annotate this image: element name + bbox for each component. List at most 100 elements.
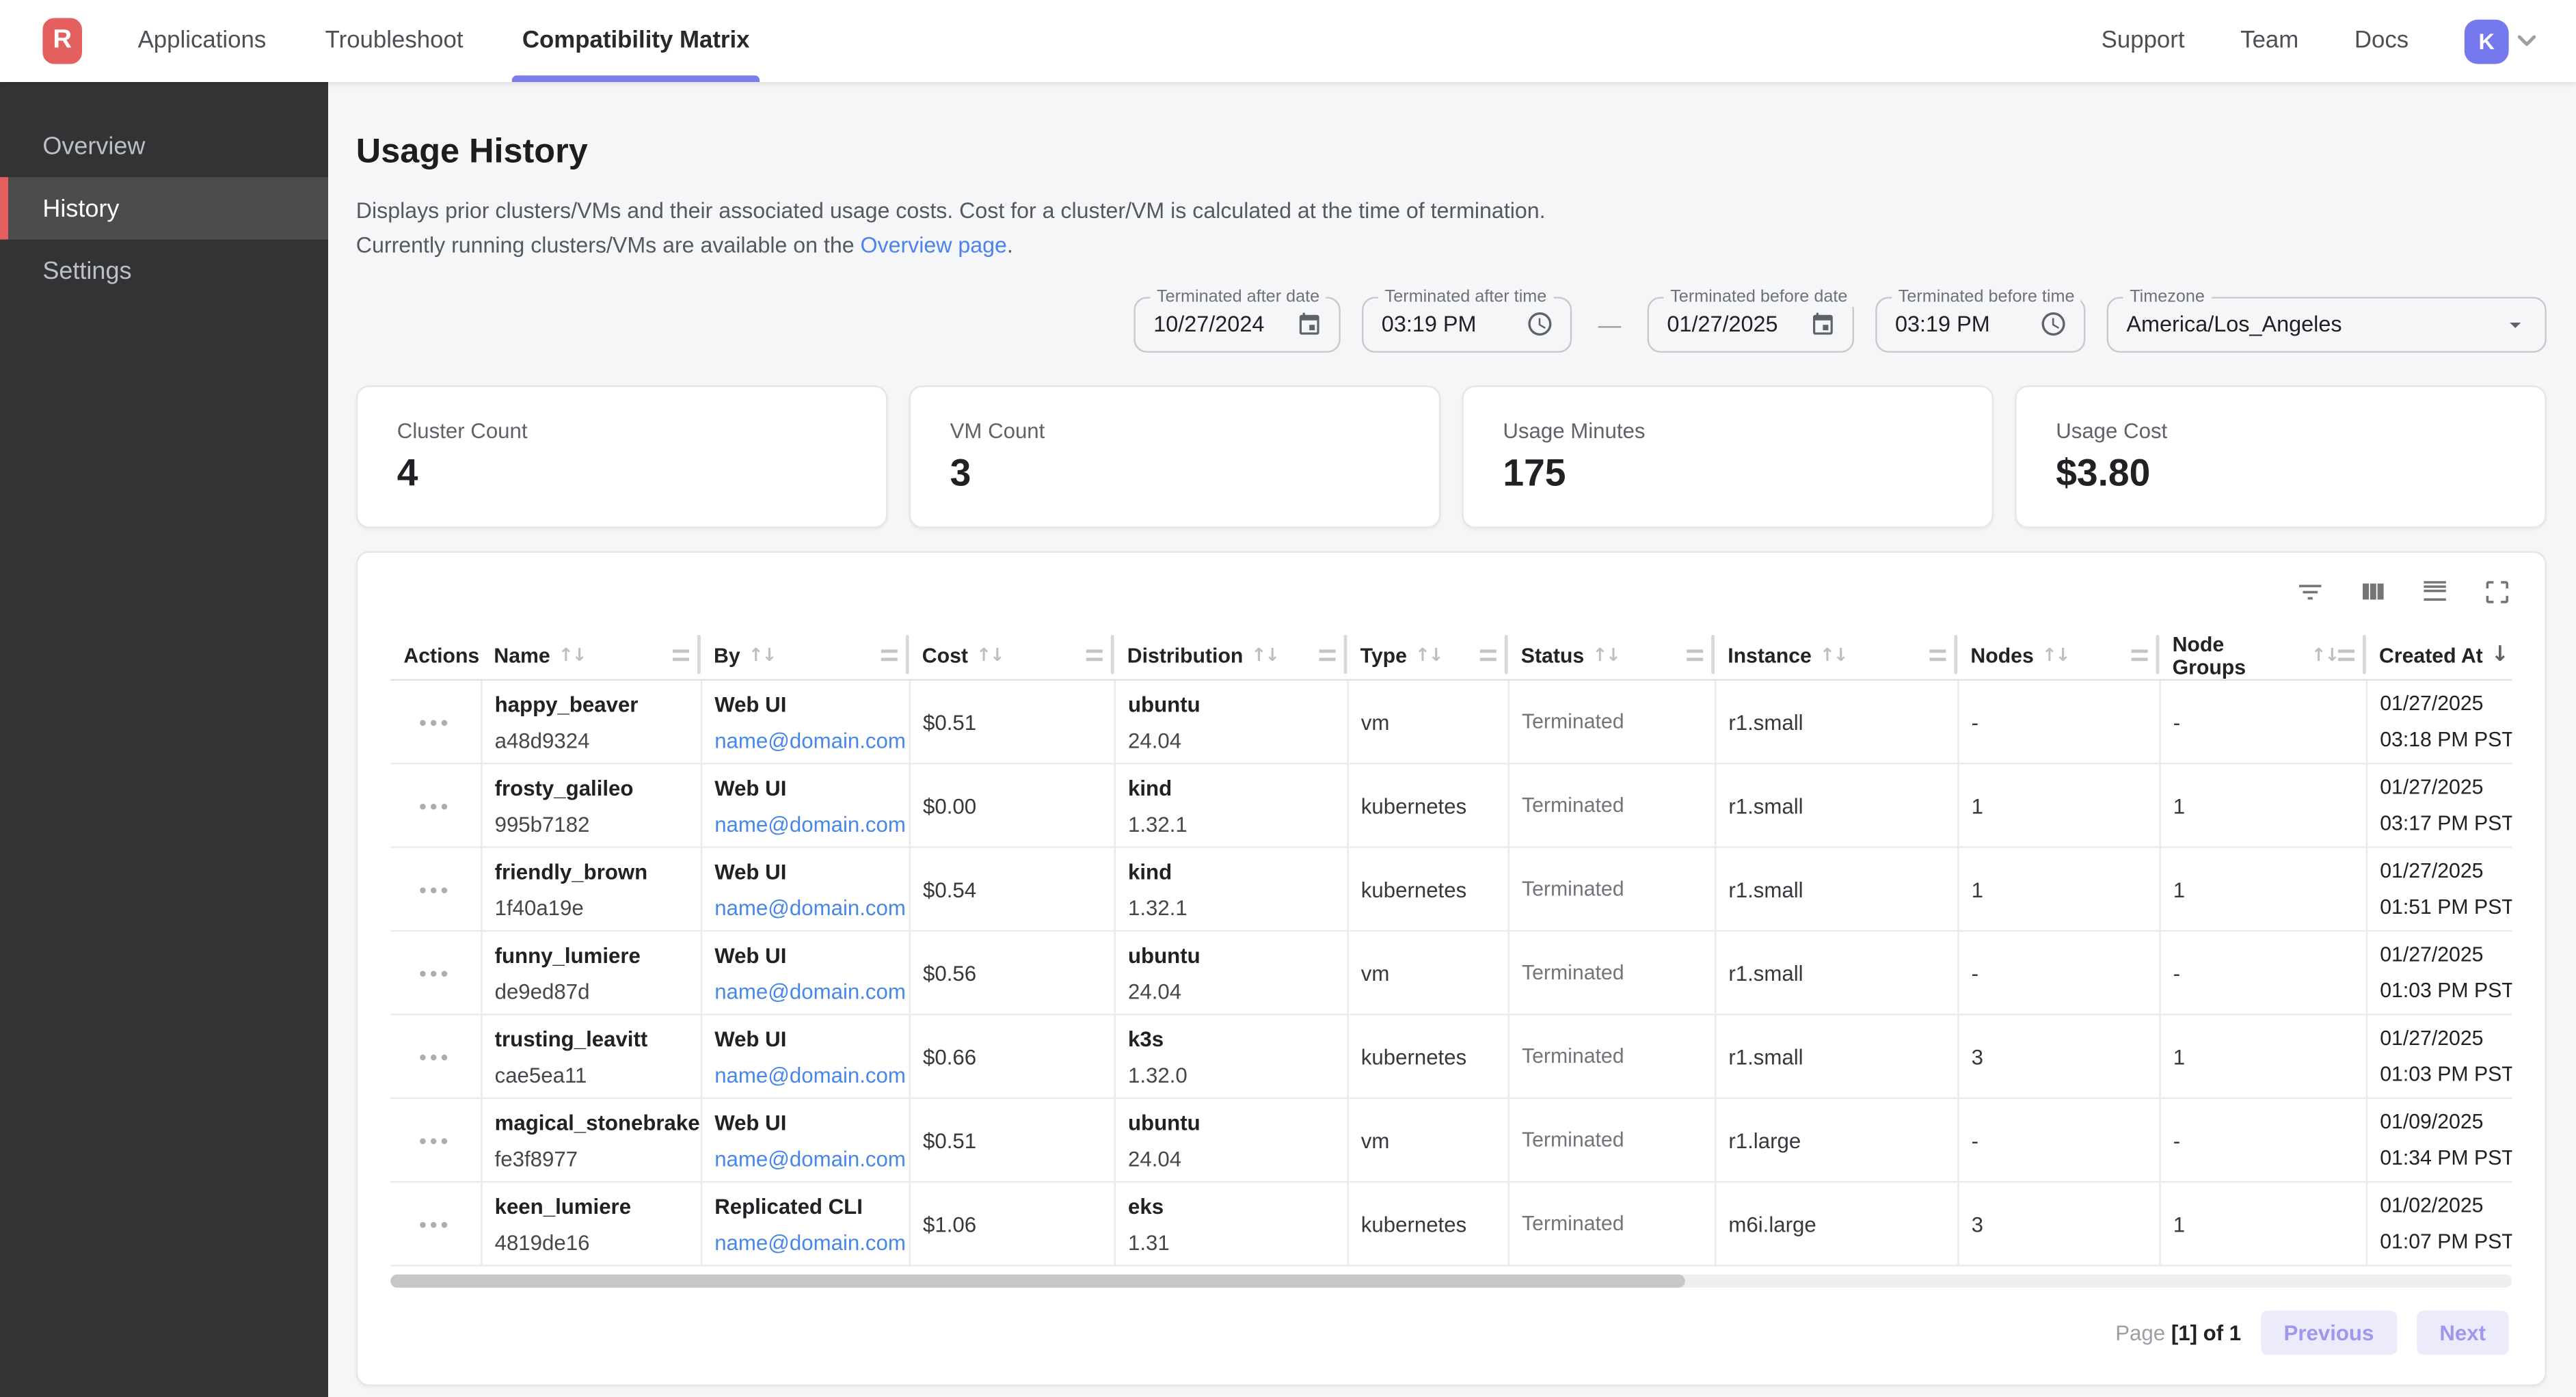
column-header-name[interactable]: Name ↑↓ — [481, 631, 701, 681]
cluster-name: magical_stonebraker — [494, 1110, 701, 1135]
created-by-email-link[interactable]: name@domain.com — [714, 1062, 906, 1087]
created-by-source: Web UI — [714, 692, 787, 717]
row-actions-button[interactable]: ••• — [410, 791, 461, 822]
terminated-after-time-field[interactable]: Terminated after time 03:19 PM — [1362, 286, 1572, 353]
cell-instance: m6i.large — [1715, 1182, 1959, 1267]
created-by-email-link[interactable]: name@domain.com — [714, 728, 906, 753]
sidebar-item-settings[interactable]: Settings — [42, 256, 132, 285]
column-drag-handle[interactable] — [673, 649, 690, 662]
column-header-created-at[interactable]: Created At ↓ — [2365, 631, 2512, 681]
caret-down-icon[interactable] — [2502, 312, 2528, 338]
clock-icon[interactable] — [1526, 311, 1554, 339]
column-header-node-groups[interactable]: Node Groups ↑↓ — [2159, 631, 2366, 681]
calendar-icon[interactable] — [1810, 312, 1836, 338]
created-date: 01/27/2025 — [2380, 692, 2484, 716]
column-drag-handle[interactable] — [2338, 649, 2355, 662]
row-actions-button[interactable]: ••• — [410, 958, 461, 989]
column-drag-handle[interactable] — [2131, 649, 2148, 662]
column-drag-handle[interactable] — [1687, 649, 1704, 662]
column-header-distribution[interactable]: Distribution ↑↓ — [1114, 631, 1347, 681]
column-header-nodes[interactable]: Nodes ↑↓ — [1957, 631, 2160, 681]
column-drag-handle[interactable] — [881, 649, 898, 662]
sidebar-item-history[interactable]: History — [0, 177, 329, 240]
replicated-logo[interactable]: R — [42, 18, 83, 64]
sort-arrows-icon[interactable]: ↑↓ — [1592, 645, 1621, 666]
row-actions-button[interactable]: ••• — [410, 1042, 461, 1073]
sort-arrows-icon[interactable]: ↑↓ — [558, 645, 587, 666]
sidebar-item-overview[interactable]: Overview — [42, 132, 146, 161]
sort-desc-icon[interactable]: ↓ — [2491, 643, 2509, 668]
clock-icon[interactable] — [2039, 311, 2067, 339]
cell-distribution: kind 1.32.1 — [1114, 764, 1348, 849]
sort-arrows-icon[interactable]: ↑↓ — [976, 645, 1005, 666]
column-header-cost[interactable]: Cost ↑↓ — [909, 631, 1114, 681]
account-menu[interactable]: K — [2464, 18, 2537, 64]
column-header-status[interactable]: Status ↑↓ — [1507, 631, 1715, 681]
avatar[interactable]: K — [2464, 18, 2509, 64]
distribution-name: ubuntu — [1128, 942, 1200, 968]
filter-icon[interactable] — [2296, 578, 2325, 607]
field-label: Terminated before time — [1892, 286, 2082, 307]
created-by-email-link[interactable]: name@domain.com — [714, 895, 906, 921]
created-time: 01:51 PM PST — [2380, 895, 2512, 919]
cell-distribution: ubuntu 24.04 — [1114, 931, 1348, 1016]
nav-link-support[interactable]: Support — [2101, 27, 2185, 55]
column-label: Cost — [922, 644, 968, 667]
row-actions-button[interactable]: ••• — [410, 707, 461, 738]
previous-page-button[interactable]: Previous — [2260, 1311, 2397, 1356]
stat-value: 3 — [950, 450, 971, 494]
row-actions-button[interactable]: ••• — [410, 1209, 461, 1240]
column-header-instance[interactable]: Instance ↑↓ — [1715, 631, 1958, 681]
nav-link-docs[interactable]: Docs — [2354, 27, 2409, 55]
created-date: 01/27/2025 — [2380, 942, 2484, 966]
page-label: Page — [2115, 1320, 2166, 1346]
field-label: Timezone — [2123, 286, 2212, 307]
nav-tab-applications[interactable]: Applications — [137, 27, 267, 55]
timezone-select[interactable]: Timezone America/Los_Angeles — [2106, 286, 2547, 353]
sort-arrows-icon[interactable]: ↑↓ — [2311, 645, 2340, 666]
created-time: 01:34 PM PST — [2380, 1146, 2512, 1169]
stat-card-usage-cost: Usage Cost $3.80 — [2015, 385, 2547, 528]
terminated-after-date-field[interactable]: Terminated after date 10/27/2024 — [1133, 286, 1341, 353]
cell-by: Web UI name@domain.com — [700, 680, 910, 765]
created-by-email-link[interactable]: name@domain.com — [714, 979, 906, 1004]
created-time: 01:03 PM PST — [2380, 1062, 2512, 1086]
nav-tab-compatibility-matrix[interactable]: Compatibility Matrix — [512, 0, 759, 83]
created-time: 01:07 PM PST — [2380, 1230, 2512, 1253]
field-value: 03:19 PM — [1381, 312, 1477, 337]
fullscreen-icon[interactable] — [2482, 578, 2512, 607]
created-by-email-link[interactable]: name@domain.com — [714, 811, 906, 837]
terminated-before-time-field[interactable]: Terminated before time 03:19 PM — [1875, 286, 2086, 353]
column-drag-handle[interactable] — [1086, 649, 1103, 662]
field-label: Terminated after time — [1378, 286, 1553, 307]
column-drag-handle[interactable] — [1479, 649, 1497, 662]
next-page-button[interactable]: Next — [2416, 1311, 2509, 1356]
horizontal-scrollbar — [390, 1275, 2512, 1288]
row-actions-button[interactable]: ••• — [410, 874, 461, 906]
column-header-by[interactable]: By ↑↓ — [700, 631, 909, 681]
sort-arrows-icon[interactable]: ↑↓ — [1414, 645, 1444, 666]
cluster-name: keen_lumiere — [494, 1193, 632, 1219]
overview-page-link[interactable]: Overview page — [860, 233, 1007, 258]
sort-arrows-icon[interactable]: ↑↓ — [748, 645, 777, 666]
calendar-icon[interactable] — [1296, 312, 1322, 338]
row-actions-button[interactable]: ••• — [410, 1125, 461, 1156]
stat-card-vm-count: VM Count 3 — [909, 385, 1441, 528]
created-by-email-link[interactable]: name@domain.com — [714, 1230, 906, 1255]
cluster-id: fe3f8977 — [494, 1146, 578, 1171]
sort-arrows-icon[interactable]: ↑↓ — [2041, 645, 2071, 666]
column-label: Instance — [1728, 644, 1812, 667]
created-by-email-link[interactable]: name@domain.com — [714, 1146, 906, 1171]
sort-arrows-icon[interactable]: ↑↓ — [1251, 645, 1280, 666]
nav-link-team[interactable]: Team — [2240, 27, 2299, 55]
scrollbar-thumb[interactable] — [390, 1275, 1685, 1288]
column-header-type[interactable]: Type ↑↓ — [1347, 631, 1508, 681]
density-icon[interactable] — [2420, 578, 2450, 607]
column-drag-handle[interactable] — [1319, 649, 1336, 662]
column-drag-handle[interactable] — [1929, 649, 1946, 662]
columns-icon[interactable] — [2358, 578, 2387, 607]
sort-arrows-icon[interactable]: ↑↓ — [1819, 645, 1849, 666]
nav-tab-troubleshoot[interactable]: Troubleshoot — [325, 27, 464, 55]
chevron-down-icon[interactable] — [2517, 34, 2537, 47]
terminated-before-date-field[interactable]: Terminated before date 01/27/2025 — [1647, 286, 1854, 353]
